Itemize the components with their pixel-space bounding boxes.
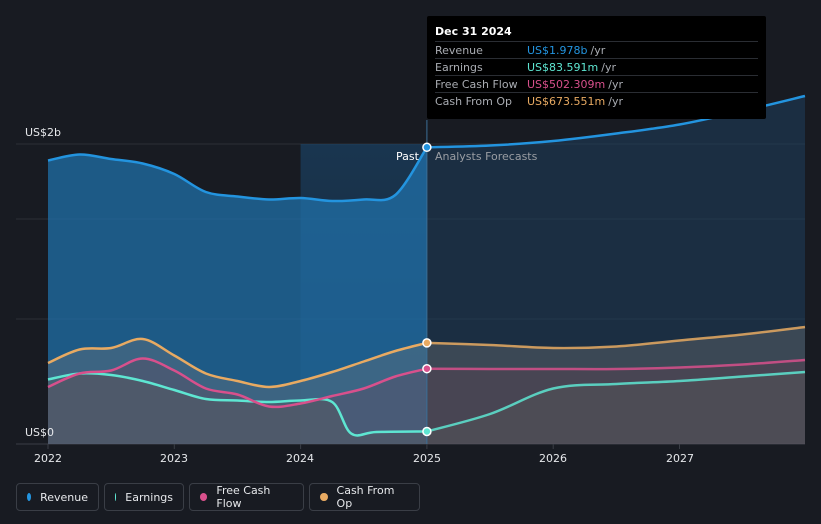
free-cash-flow-line-past [47,357,428,409]
legend-item-free-cash-flow[interactable]: Free Cash Flow [189,483,304,511]
revenue-marker [422,142,432,153]
legend-item-revenue[interactable]: Revenue [16,483,99,511]
cash-from-op-line-forecast [426,325,806,350]
legend-label: Earnings [125,490,173,504]
tooltip-row-revenue: Revenue US$1.978b/yr [435,41,758,59]
free-cash-flow-marker [422,363,432,374]
x-tick-label: 2027 [666,452,694,465]
legend-dot-icon [27,493,32,501]
legend-label: Free Cash Flow [216,484,271,510]
tooltip-row-name: Revenue [435,44,483,57]
earnings-marker [422,426,432,437]
past-label: Past [396,150,419,163]
x-tick-label: 2025 [413,452,441,465]
legend-dot-icon [320,493,328,501]
revenue-line-past [47,146,428,203]
free-cash-flow-line-forecast [426,358,806,371]
x-tick-label: 2026 [539,452,567,465]
tooltip-row-value: US$673.551m [527,95,606,108]
y-tick-label-top: US$2b [25,126,62,139]
tooltip-date: Dec 31 2024 [435,25,512,38]
tooltip-row-name: Cash From Op [435,95,513,108]
revenue-area-past [48,147,427,445]
forecast-label: Analysts Forecasts [435,150,538,163]
legend-label: Cash From Op [336,484,395,510]
tooltip-row-name: Free Cash Flow [435,78,518,91]
tooltip-row-value-wrap: US$502.309m/yr [527,78,623,91]
cash-from-op-marker [422,338,432,348]
tooltip-row-unit: /yr [601,61,616,74]
tooltip: Dec 31 2024 Revenue US$1.978b/yr Earning… [427,16,766,119]
x-tick-label: 2022 [34,452,62,465]
x-tick-label: 2024 [286,452,314,465]
x-tick-label: 2023 [160,452,188,465]
tooltip-row-name: Earnings [435,61,483,74]
revenue-area-forecast [426,96,805,444]
tooltip-row-unit: /yr [590,44,606,57]
y-tick-label-bottom: US$0 [25,426,55,439]
earnings-line-past [47,371,427,437]
tooltip-row-value: US$1.978b [527,44,588,57]
cash-from-op-line-past [47,337,428,389]
tooltip-row-value-wrap: US$1.978b/yr [527,44,605,57]
legend-dot-icon [200,493,208,501]
tooltip-row-value: US$83.591m [527,61,599,74]
tooltip-row-value-wrap: US$673.551m/yr [527,95,623,108]
legend-item-earnings[interactable]: Earnings [104,483,184,511]
legend-label: Revenue [40,490,88,504]
earnings-line-forecast [426,370,806,433]
tooltip-row-unit: /yr [608,95,623,108]
earnings-area [48,372,805,444]
tooltip-row-value: US$502.309m [527,78,606,91]
tooltip-row-unit: /yr [608,78,623,91]
tooltip-row-earnings: Earnings US$83.591m/yr [435,58,758,76]
legend-dot-icon [115,493,117,501]
tooltip-row-value-wrap: US$83.591m/yr [527,61,616,74]
tooltip-row-cash-from-op: Cash From Op US$673.551m/yr [435,92,758,110]
legend-item-cash-from-op[interactable]: Cash From Op [309,483,420,511]
tooltip-row-free-cash-flow: Free Cash Flow US$502.309m/yr [435,75,758,93]
